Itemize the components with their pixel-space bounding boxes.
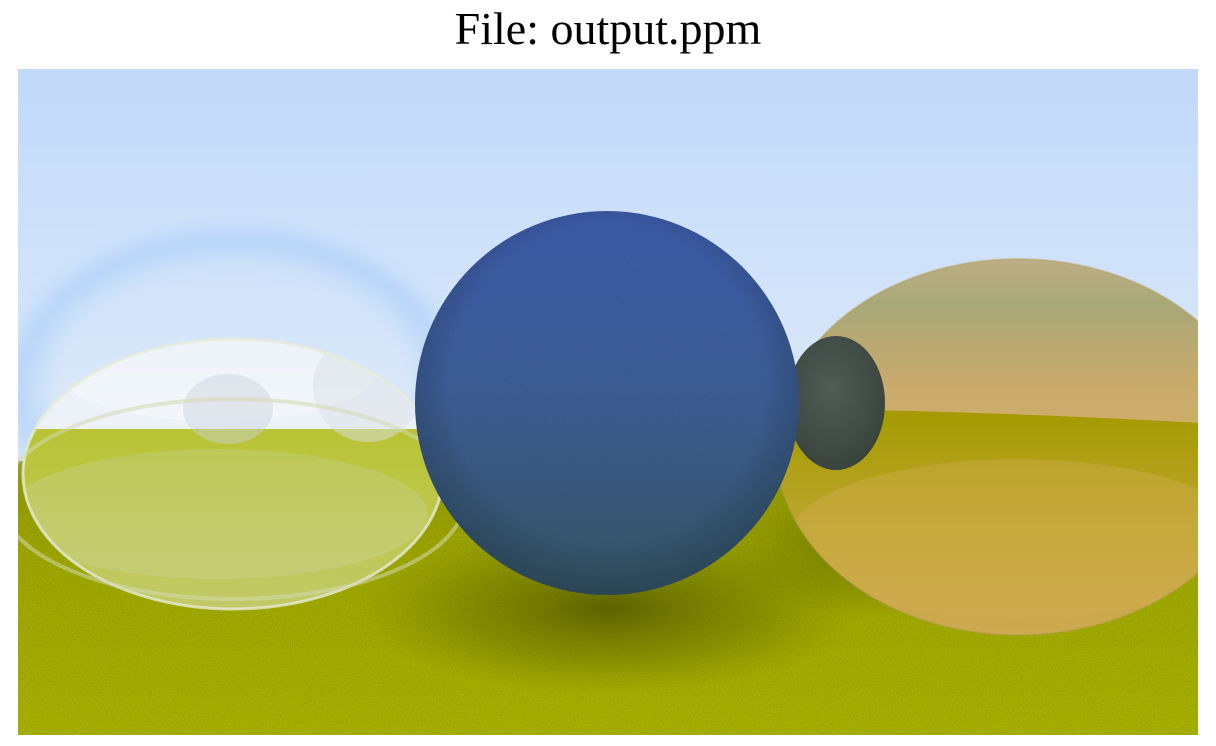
ray-traced-render <box>18 69 1198 735</box>
page-title: File: output.ppm <box>454 3 762 54</box>
small-sphere <box>787 336 885 470</box>
blue-sphere <box>415 211 799 595</box>
glass-sphere <box>18 214 483 611</box>
